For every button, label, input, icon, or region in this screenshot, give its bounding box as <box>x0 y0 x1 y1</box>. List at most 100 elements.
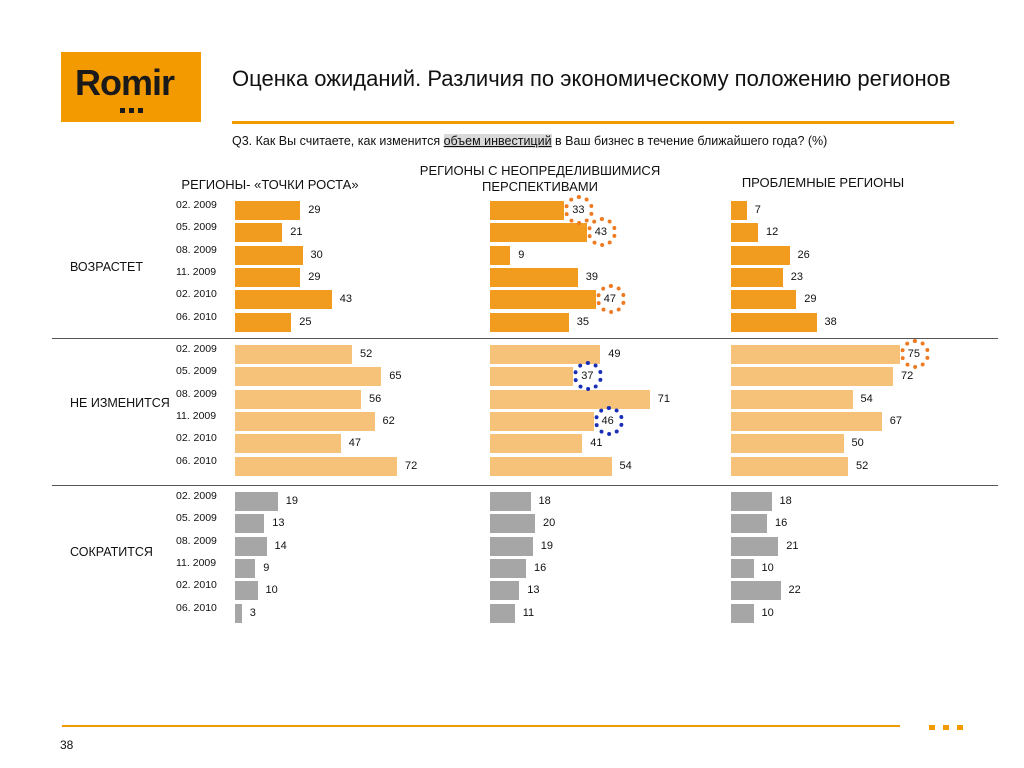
bar-shrink-uncertain <box>490 514 535 534</box>
value-label: 21 <box>290 226 303 239</box>
column-header-uncertain: РЕГИОНЫ С НЕОПРЕДЕЛИВШИМИСЯ ПЕРСПЕКТИВАМ… <box>419 163 661 194</box>
bar-same-uncertain <box>490 411 594 431</box>
value-label: 54 <box>619 459 632 472</box>
bar-same-problem <box>731 389 853 409</box>
question-highlight: объем инвестиций <box>443 134 552 148</box>
bar-shrink-problem <box>731 581 781 601</box>
bar-grow-uncertain <box>490 290 596 310</box>
period-label: 05. 2009 <box>176 512 217 525</box>
footer-dot <box>957 725 963 730</box>
bar-same-growth <box>235 367 382 387</box>
group-separator <box>52 485 998 486</box>
bar-grow-problem <box>731 312 817 332</box>
slide-title: Оценка ожиданий. Различия по экономическ… <box>232 66 951 91</box>
bar-shrink-growth <box>235 603 242 623</box>
value-label: 19 <box>285 495 298 507</box>
bar-shrink-problem <box>731 514 767 534</box>
value-label: 21 <box>786 539 799 552</box>
period-label: 06. 2010 <box>176 454 217 467</box>
page-number: 38 <box>60 738 74 752</box>
bar-shrink-uncertain <box>490 492 531 511</box>
value-label: 16 <box>775 517 788 530</box>
bar-shrink-problem <box>731 558 754 578</box>
bar-shrink-growth <box>235 514 265 534</box>
value-label: 52 <box>360 348 373 360</box>
bar-same-uncertain <box>490 345 601 364</box>
bar-same-uncertain <box>490 389 650 409</box>
period-label: 02. 2009 <box>176 490 217 502</box>
period-label: 08. 2009 <box>176 387 217 400</box>
bar-grow-problem <box>731 290 797 310</box>
bar-shrink-uncertain <box>490 581 520 601</box>
bar-shrink-growth <box>235 536 267 556</box>
bar-same-problem <box>731 434 844 454</box>
bar-same-problem <box>731 411 882 431</box>
highlight-circle <box>586 217 617 248</box>
group-separator <box>52 338 998 339</box>
title-underline <box>232 121 954 124</box>
value-label: 25 <box>299 315 312 328</box>
value-label: 35 <box>576 315 589 328</box>
group-label-shrink: СОКРАТИТСЯ <box>70 545 153 559</box>
value-label: 41 <box>590 437 603 450</box>
bar-grow-growth <box>235 201 301 220</box>
value-label: 19 <box>540 539 553 552</box>
bar-same-problem <box>731 345 900 364</box>
group-label-grow: ВОЗРАСТЕТ <box>70 260 143 274</box>
logo-dot <box>120 108 125 113</box>
period-label: 02. 2009 <box>176 343 217 355</box>
bar-shrink-growth <box>235 581 258 601</box>
value-label: 10 <box>761 561 774 574</box>
question-suffix: в Ваш бизнес в течение ближайшего года? … <box>551 134 828 148</box>
bar-grow-growth <box>235 267 301 287</box>
bar-shrink-uncertain <box>490 603 515 623</box>
bar-same-growth <box>235 456 397 476</box>
period-label: 11. 2009 <box>176 556 217 569</box>
bar-same-uncertain <box>490 434 583 454</box>
value-label: 18 <box>538 495 551 507</box>
value-label: 47 <box>348 437 361 450</box>
value-label: 7 <box>754 204 761 216</box>
period-label: 05. 2009 <box>176 365 217 378</box>
bar-grow-growth <box>235 312 292 332</box>
period-label: 02. 2010 <box>176 432 217 445</box>
value-label: 30 <box>310 248 323 261</box>
column-header-problem: ПРОБЛЕМНЫЕ РЕГИОНЫ <box>741 175 905 190</box>
bar-same-uncertain <box>490 456 612 476</box>
bar-grow-growth <box>235 245 303 265</box>
value-label: 10 <box>265 584 278 597</box>
survey-question: Q3. Как Вы считаете, как изменится объем… <box>232 134 827 148</box>
period-label: 02. 2010 <box>176 288 217 301</box>
period-label: 11. 2009 <box>176 409 217 422</box>
bar-grow-uncertain <box>490 267 578 287</box>
value-label: 29 <box>804 293 817 306</box>
bar-same-problem <box>731 367 893 387</box>
bar-grow-growth <box>235 290 332 310</box>
value-label: 52 <box>856 459 869 472</box>
bar-grow-uncertain <box>490 312 569 332</box>
period-label: 08. 2009 <box>176 534 217 547</box>
value-label: 3 <box>249 606 256 619</box>
logo-dot <box>129 108 134 113</box>
footer-dot <box>943 725 949 730</box>
column-header-growth: РЕГИОНЫ- «ТОЧКИ РОСТА» <box>181 177 359 192</box>
value-label: 13 <box>272 517 285 530</box>
value-label: 38 <box>824 315 837 328</box>
bar-shrink-uncertain <box>490 558 526 578</box>
value-label: 26 <box>797 248 810 261</box>
bar-shrink-problem <box>731 492 772 511</box>
bar-same-uncertain <box>490 367 574 387</box>
footer-rule <box>62 725 900 727</box>
highlight-circle <box>573 361 604 392</box>
bar-same-growth <box>235 434 341 454</box>
logo-dot <box>138 108 143 113</box>
value-label: 16 <box>534 561 547 574</box>
period-label: 11. 2009 <box>176 265 217 278</box>
footer-dot <box>929 725 935 730</box>
value-label: 11 <box>522 606 535 619</box>
bar-shrink-uncertain <box>490 536 533 556</box>
bar-same-growth <box>235 411 375 431</box>
period-label: 02. 2010 <box>176 579 217 592</box>
value-label: 9 <box>518 248 525 261</box>
value-label: 43 <box>339 293 352 306</box>
